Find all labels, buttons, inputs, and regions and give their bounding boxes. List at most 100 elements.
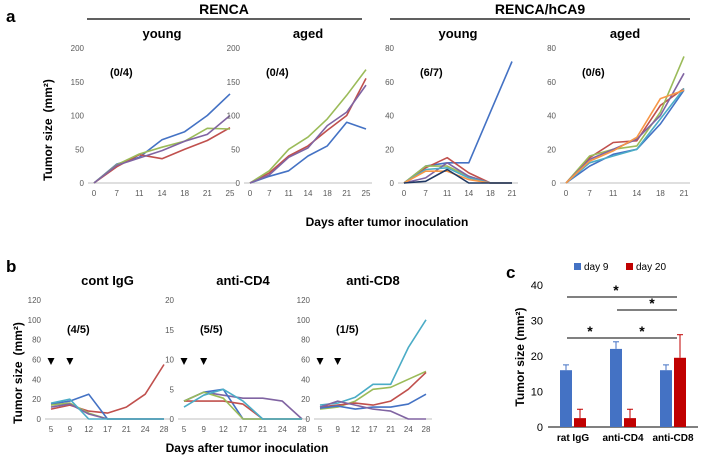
tumor-free-ratio: (4/5) bbox=[67, 324, 90, 336]
x-tick-label: 18 bbox=[180, 189, 189, 198]
series-line-1 bbox=[319, 319, 427, 406]
x-tick-label: 12 bbox=[351, 425, 360, 434]
y-tick-label: 60 bbox=[301, 356, 310, 365]
y-tick-label: 50 bbox=[231, 145, 240, 154]
series-line-3 bbox=[565, 56, 685, 184]
x-tick-label: 9 bbox=[335, 425, 340, 434]
y-tick-label: 0 bbox=[170, 415, 175, 424]
y-tick-label: 10 bbox=[531, 387, 543, 399]
series-line-7 bbox=[403, 168, 512, 184]
y-tick-label: 120 bbox=[28, 296, 42, 305]
line-chart-b1: 0 20 40 60 80 100 120 5 9 12 17 21 24 28 cont IgG (4/5) bbox=[28, 273, 170, 434]
y-tick-label: 0 bbox=[537, 422, 543, 434]
x-tick-label: 9 bbox=[68, 425, 73, 434]
x-tick-label: anti-CD8 bbox=[652, 433, 694, 444]
line-chart-a2: 0 50 100 150 200 0 7 11 14 18 21 25 aged (0/4) bbox=[227, 26, 372, 198]
x-tick-label: 18 bbox=[486, 189, 495, 198]
y-tick-label: 5 bbox=[170, 385, 175, 394]
treatment-arrow-icon bbox=[47, 358, 55, 365]
x-tick-label: 21 bbox=[680, 189, 689, 198]
bar-day-9 bbox=[560, 370, 572, 427]
x-tick-label: 14 bbox=[464, 189, 473, 198]
legend-swatch bbox=[626, 263, 633, 270]
significance-star: * bbox=[613, 282, 619, 298]
x-tick-label: 14 bbox=[632, 189, 641, 198]
panel-b-ylabel-unit: (mm²) bbox=[11, 322, 25, 355]
y-tick-label: 150 bbox=[227, 78, 241, 87]
x-tick-label: 25 bbox=[362, 189, 371, 198]
y-tick-label: 60 bbox=[547, 78, 556, 87]
series-line-2 bbox=[249, 78, 367, 184]
series-line-5 bbox=[183, 388, 302, 420]
series-line-2 bbox=[50, 393, 164, 420]
y-tick-label: 100 bbox=[28, 316, 42, 325]
x-tick-label: 21 bbox=[203, 189, 212, 198]
y-tick-label: 20 bbox=[301, 395, 310, 404]
x-tick-label: 5 bbox=[49, 425, 54, 434]
tumor-free-ratio: (1/5) bbox=[336, 324, 359, 336]
y-tick-label: 20 bbox=[385, 145, 394, 154]
y-tick-label: 200 bbox=[71, 44, 85, 53]
renca-hca9-group-title: RENCA/hCA9 bbox=[495, 1, 585, 17]
chart-title: young bbox=[143, 26, 182, 41]
y-tick-label: 100 bbox=[227, 112, 241, 121]
y-tick-label: 100 bbox=[71, 112, 85, 121]
series-line-5 bbox=[50, 398, 164, 420]
significance-star: * bbox=[639, 323, 645, 339]
x-tick-label: 21 bbox=[508, 189, 517, 198]
y-tick-label: 20 bbox=[531, 351, 543, 363]
x-tick-label: 11 bbox=[609, 189, 618, 198]
x-tick-label: 21 bbox=[386, 425, 395, 434]
chart-title: anti-CD4 bbox=[216, 273, 270, 288]
tumor-free-ratio: (5/5) bbox=[200, 324, 223, 336]
y-tick-label: 0 bbox=[236, 179, 241, 188]
bar-day-9 bbox=[660, 370, 672, 427]
bar-day-20 bbox=[674, 357, 686, 427]
series-line-4 bbox=[249, 84, 367, 184]
y-tick-label: 150 bbox=[71, 78, 85, 87]
y-tick-label: 0 bbox=[390, 179, 395, 188]
panel-a-letter: a bbox=[6, 7, 16, 26]
line-chart-a1: 0 50 100 150 200 0 7 11 14 18 21 25 young (0/4) bbox=[71, 26, 236, 198]
series-line-1 bbox=[249, 121, 367, 184]
y-tick-label: 10 bbox=[165, 356, 174, 365]
panel-a-ylabel: Tumor size (mm²) bbox=[41, 79, 55, 181]
x-tick-label: 17 bbox=[103, 425, 112, 434]
y-tick-label: 0 bbox=[80, 179, 85, 188]
x-tick-label: 24 bbox=[278, 425, 287, 434]
x-tick-label: 7 bbox=[587, 189, 592, 198]
x-tick-label: 28 bbox=[422, 425, 431, 434]
x-tick-label: 11 bbox=[135, 189, 144, 198]
series-line-5 bbox=[565, 88, 685, 184]
y-tick-label: 200 bbox=[227, 44, 241, 53]
y-tick-label: 60 bbox=[32, 356, 41, 365]
y-tick-label: 120 bbox=[297, 296, 311, 305]
y-tick-label: 20 bbox=[165, 296, 174, 305]
x-tick-label: 7 bbox=[114, 189, 119, 198]
x-tick-label: 28 bbox=[298, 425, 307, 434]
tumor-free-ratio: (0/4) bbox=[266, 67, 289, 79]
panel-c-ylabel: Tumor size (mm²) bbox=[513, 307, 527, 406]
x-tick-label: 0 bbox=[402, 189, 407, 198]
series-line-1 bbox=[565, 89, 685, 184]
series-line-1 bbox=[50, 364, 165, 414]
chart-title: anti-CD8 bbox=[346, 273, 399, 288]
x-tick-label: 0 bbox=[92, 189, 97, 198]
tumor-free-ratio: (0/6) bbox=[582, 67, 605, 79]
x-tick-label: 7 bbox=[267, 189, 272, 198]
legend-swatch bbox=[574, 263, 581, 270]
series-line-2 bbox=[319, 370, 427, 410]
tumor-free-ratio: (6/7) bbox=[420, 67, 443, 79]
y-tick-label: 80 bbox=[32, 336, 41, 345]
y-tick-label: 60 bbox=[385, 78, 394, 87]
chart-title: aged bbox=[293, 26, 323, 41]
panel-b-ylabel: Tumor size (mm²) bbox=[11, 322, 25, 424]
x-tick-label: 25 bbox=[226, 189, 235, 198]
y-tick-label: 40 bbox=[547, 112, 556, 121]
y-tick-label: 40 bbox=[301, 375, 310, 384]
treatment-arrow-icon bbox=[334, 358, 342, 365]
y-tick-label: 0 bbox=[552, 179, 557, 188]
x-tick-label: 21 bbox=[342, 189, 351, 198]
